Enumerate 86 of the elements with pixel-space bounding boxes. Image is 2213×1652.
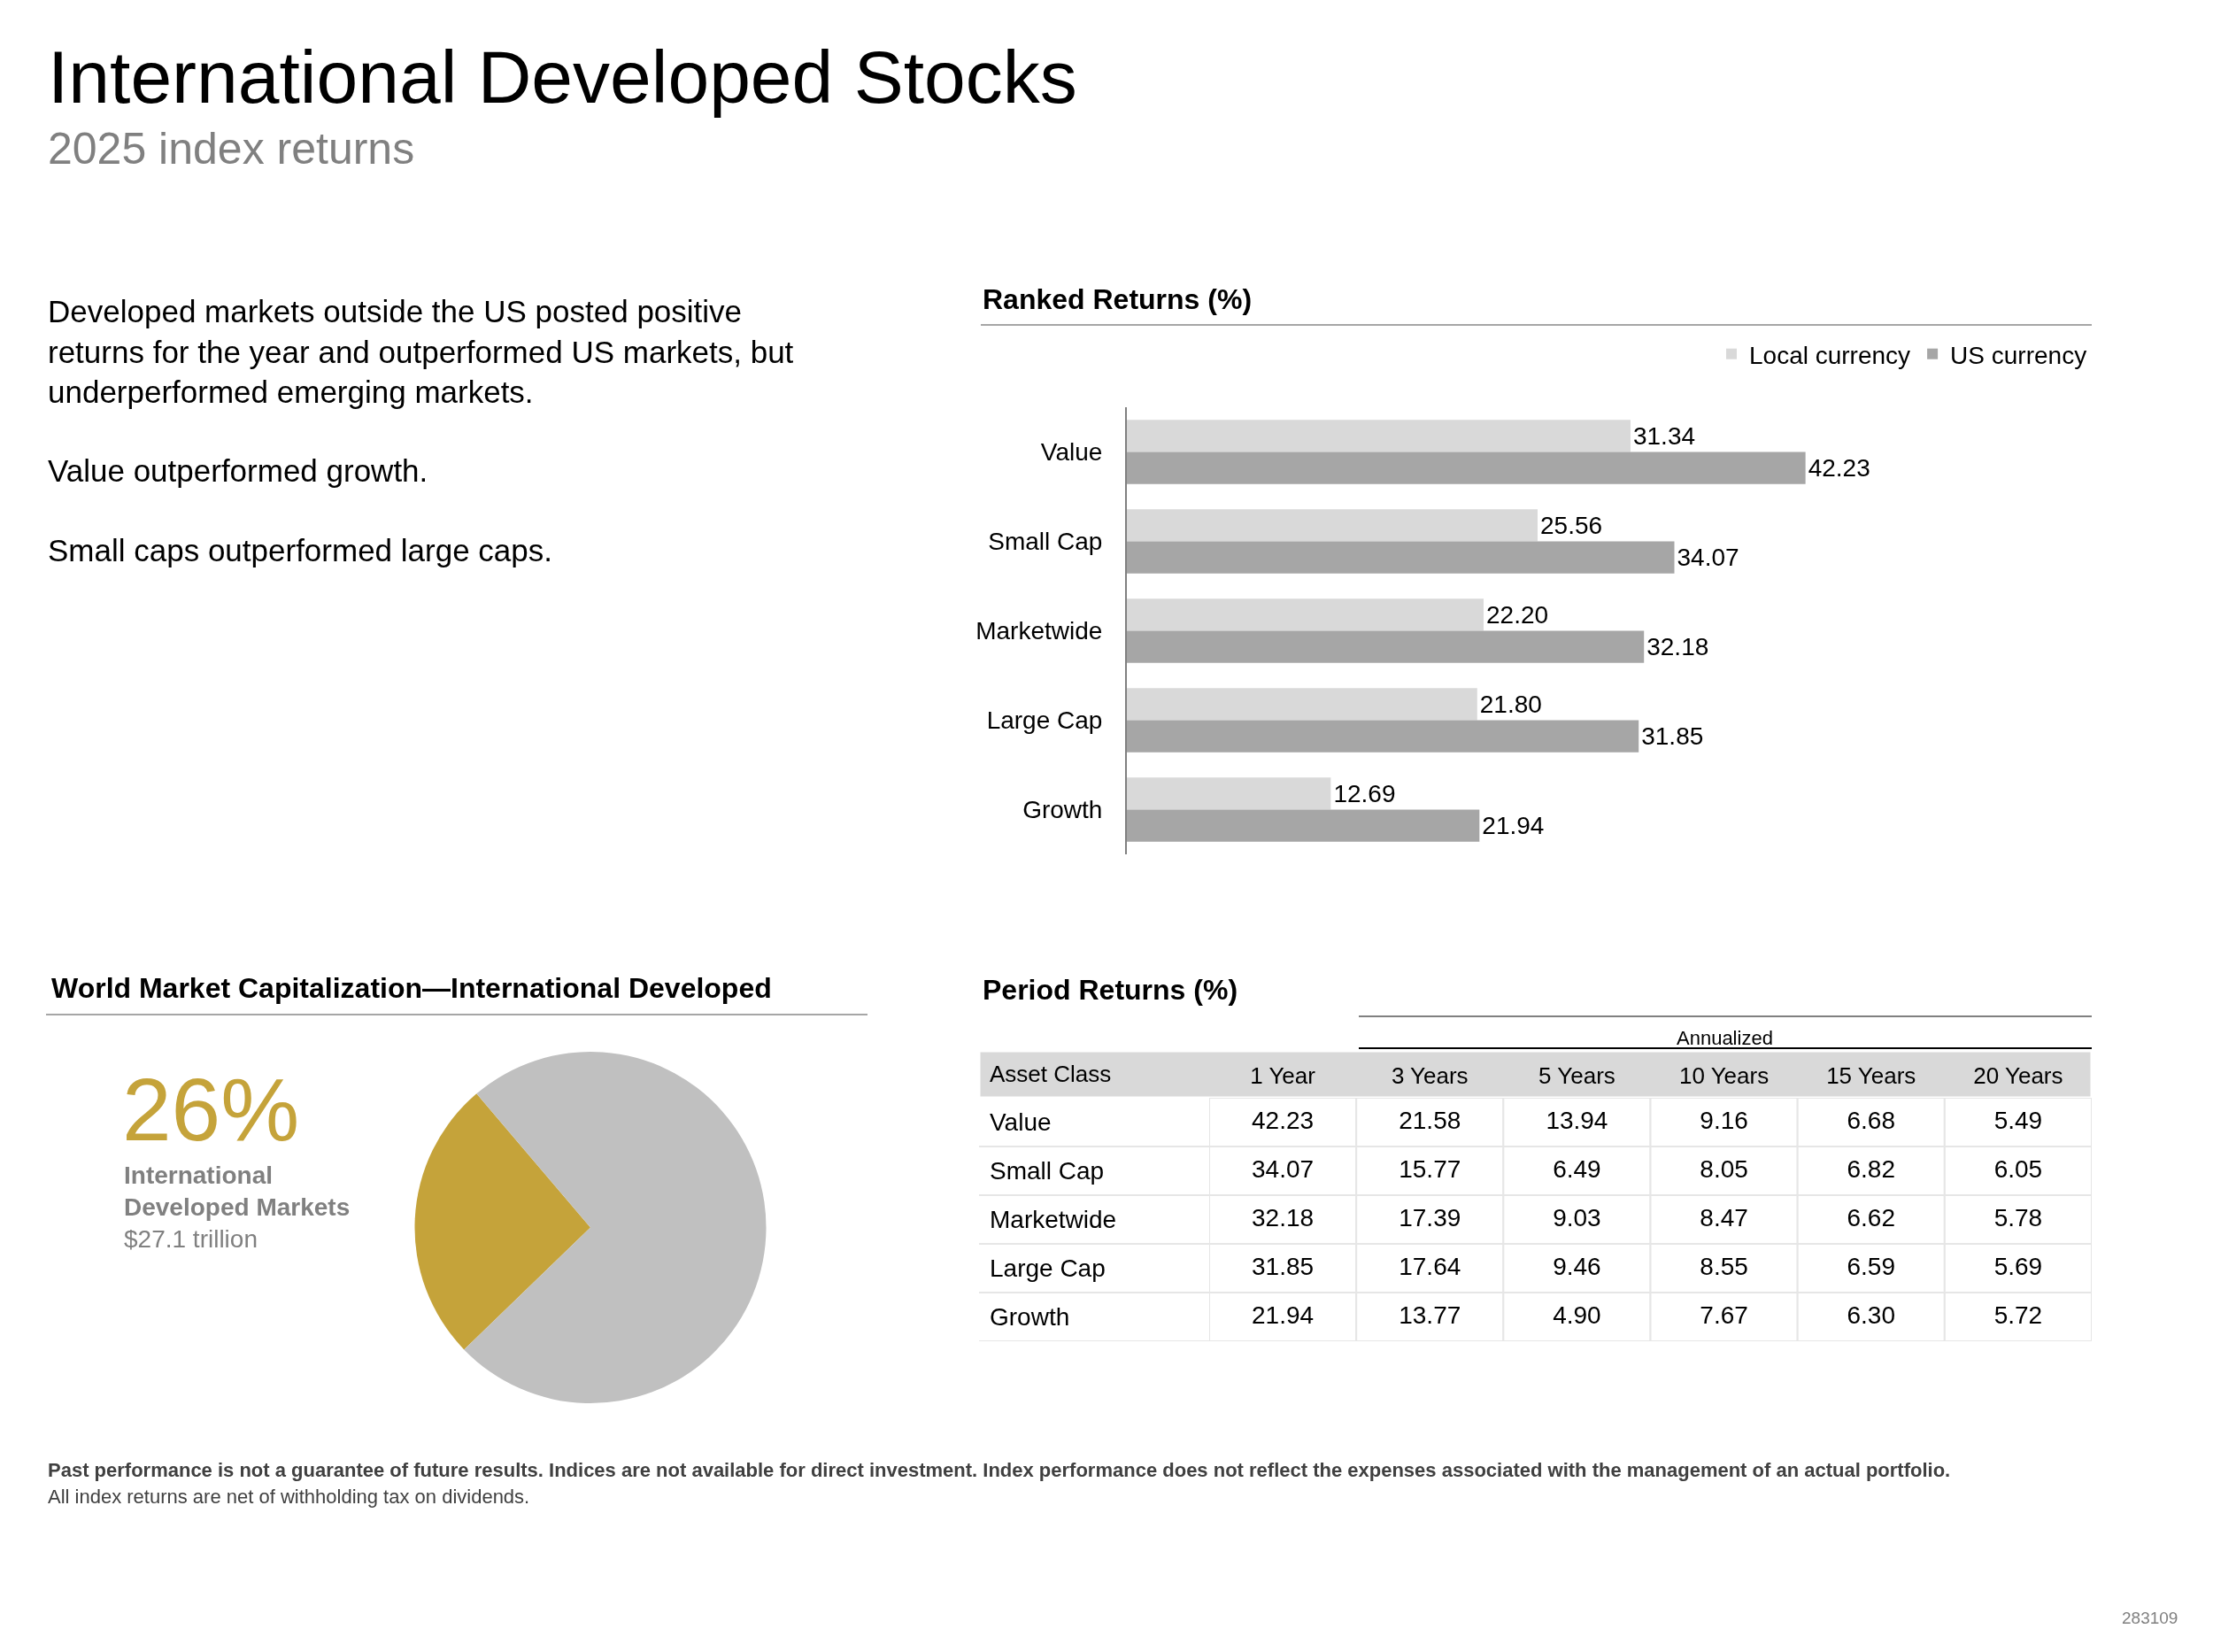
- bar: [1127, 598, 1484, 631]
- data-label: 34.07: [1677, 544, 1739, 572]
- chart-title: Period Returns (%): [983, 974, 1238, 1006]
- bar: [1127, 720, 1639, 753]
- data-label: 21.58: [1399, 1106, 1461, 1134]
- text: International Developed Stocks: [48, 35, 1077, 119]
- data-label: 8.47: [1700, 1203, 1748, 1231]
- data-label: 31.34: [1632, 421, 1696, 450]
- chart-title: World Market Capitalization—International Developed: [51, 972, 772, 1004]
- bar: [1127, 452, 1806, 484]
- y-tick-label: Small Cap: [990, 1157, 1105, 1185]
- legend-label: Local currency: [1749, 341, 1911, 369]
- bar: [1127, 509, 1538, 542]
- data-label: 32.18: [1646, 633, 1709, 661]
- text: Value outperformed growth.: [48, 453, 428, 488]
- x-tick-label: 1 Year: [1250, 1061, 1316, 1089]
- data-label: 7.67: [1700, 1301, 1748, 1329]
- y-tick-label: Value: [1040, 438, 1103, 467]
- pie-slice: [464, 1052, 767, 1403]
- x-tick-label: 5 Years: [1538, 1061, 1615, 1089]
- chart-title: Ranked Returns (%): [983, 283, 1253, 315]
- text: Annualized: [1677, 1027, 1773, 1049]
- text: 2025 index returns: [48, 124, 415, 174]
- text: All index returns are net of withholding tax on dividends.: [48, 1486, 530, 1508]
- data-label: 6.82: [1847, 1154, 1895, 1183]
- data-label: 8.55: [1700, 1252, 1748, 1280]
- data-label: 9.46: [1553, 1252, 1601, 1280]
- data-label: 42.23: [1808, 454, 1870, 482]
- data-label: 13.77: [1399, 1301, 1461, 1329]
- data-label: 17.39: [1399, 1203, 1461, 1231]
- text: 283109: [2122, 1609, 2178, 1627]
- data-label: 31.85: [1252, 1252, 1315, 1280]
- data-label: 12.69: [1333, 779, 1396, 807]
- data-label: 21.94: [1482, 812, 1545, 840]
- y-tick-label: Growth: [990, 1303, 1070, 1331]
- y-tick-label: Marketwide: [990, 1206, 1117, 1233]
- y-tick-label: Marketwide: [975, 617, 1103, 645]
- x-tick-label: 10 Years: [1678, 1061, 1770, 1089]
- bar: [1127, 541, 1675, 574]
- data-label: 8.05: [1700, 1154, 1748, 1183]
- y-tick-label: Large Cap: [986, 706, 1103, 735]
- data-label: 34.07: [1252, 1154, 1315, 1183]
- pie-slice: [414, 1093, 590, 1350]
- data-label: 22.20: [1486, 600, 1549, 629]
- data-label: 26%: [122, 1060, 300, 1159]
- data-label: 32.18: [1252, 1203, 1315, 1231]
- text: Developed markets outside the US posted positive returns for the year and outperformed US markets, but underperformed emerging markets.: [48, 294, 794, 409]
- data-label: 31.85: [1641, 722, 1704, 751]
- y-tick-label: Small Cap: [988, 528, 1103, 556]
- data-label: 9.16: [1700, 1106, 1748, 1134]
- x-tick-label: 3 Years: [1391, 1061, 1469, 1089]
- bar: [1127, 777, 1331, 810]
- data-label: 42.23: [1252, 1106, 1315, 1134]
- bar: [1127, 809, 1480, 842]
- data-label: 15.77: [1399, 1154, 1461, 1183]
- data-label: 5.49: [1993, 1106, 2043, 1134]
- data-label: 21.94: [1252, 1301, 1315, 1329]
- data-label: 9.03: [1553, 1203, 1601, 1231]
- data-label: 6.59: [1847, 1252, 1895, 1280]
- data-label: 13.94: [1546, 1106, 1608, 1134]
- y-tick-label: Value: [990, 1108, 1052, 1136]
- text: Small caps outperformed large caps.: [48, 533, 552, 567]
- y-axis-title: Asset Class: [990, 1061, 1112, 1087]
- text: $27.1 trillion: [124, 1225, 258, 1253]
- data-label: 6.62: [1847, 1203, 1895, 1231]
- data-label: 6.30: [1847, 1301, 1895, 1329]
- data-label: 5.69: [1993, 1252, 2043, 1280]
- data-label: 5.72: [1993, 1301, 2043, 1329]
- x-tick-label: 20 Years: [1973, 1061, 2063, 1089]
- data-label: 6.49: [1553, 1154, 1601, 1183]
- text: Past performance is not a guarantee of future results. Indices are not available for direct investment. Index performance does not reflect the expenses associated with the management of an actual portfolio.: [48, 1459, 1951, 1481]
- x-tick-label: 15 Years: [1826, 1061, 1916, 1089]
- bar: [1127, 630, 1645, 663]
- data-label: 5.78: [1993, 1203, 2043, 1231]
- data-label: 25.56: [1540, 511, 1603, 539]
- data-label: 21.80: [1479, 690, 1542, 718]
- data-label: 17.64: [1399, 1252, 1461, 1280]
- bar: [1127, 688, 1477, 721]
- legend-label: US currency: [1950, 341, 2087, 369]
- data-label: 6.05: [1993, 1154, 2043, 1183]
- data-label: 4.90: [1553, 1301, 1601, 1329]
- y-tick-label: Large Cap: [990, 1254, 1106, 1282]
- y-tick-label: Growth: [1022, 796, 1103, 824]
- bar: [1127, 420, 1631, 452]
- data-label: 6.68: [1847, 1106, 1895, 1134]
- slice-label: International Developed Markets: [124, 1162, 351, 1222]
